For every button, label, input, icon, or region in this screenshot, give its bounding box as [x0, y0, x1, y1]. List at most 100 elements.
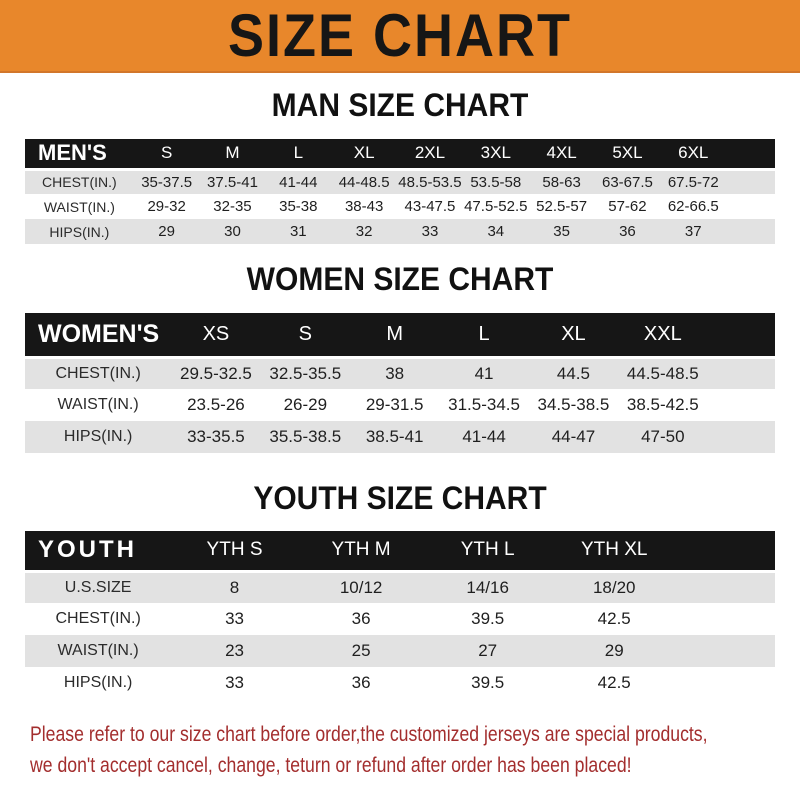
size-value-cell: 14/16: [466, 577, 509, 597]
corner-label: WOMEN'S: [38, 319, 160, 348]
size-value-cell: 23: [225, 641, 244, 660]
size-value-cell: 36: [619, 223, 636, 240]
youth-size-table: YOUTH YTH S YTH M YTH L YTH XL U.S.SIZE 8 10/12…: [25, 531, 775, 699]
size-value-cell: 23.5-26: [187, 395, 245, 414]
table-row: U.S.SIZE 8 10/12 14/16 18/20: [25, 571, 775, 603]
size-value-cell: 35-38: [279, 198, 318, 215]
section-men: MAN SIZE CHART MEN'S S M L XL 2XL 3XL 4XL 5XL 6XL…: [0, 88, 800, 244]
size-value-cell: 36: [351, 673, 371, 692]
size-value-cell: 32-35: [213, 198, 252, 215]
size-column-header: 2XL: [414, 143, 446, 163]
size-value-cell: 44.5: [556, 363, 590, 383]
size-value-cell: 26-29: [283, 395, 328, 414]
spacer-cell: [708, 389, 776, 421]
banner: SIZE CHART: [0, 0, 800, 73]
size-column-header: YTH M: [331, 539, 391, 561]
order-notice: Please refer to our size chart before or…: [30, 719, 800, 781]
size-value-cell: 37: [684, 223, 702, 240]
size-column-header: 4XL: [546, 143, 577, 163]
size-value-cell: 29.5-32.5: [180, 363, 252, 383]
size-column-header: YTH S: [206, 539, 263, 561]
size-column-header: L: [293, 143, 304, 163]
row-label: HIPS(IN.): [63, 674, 133, 691]
section-youth: YOUTH SIZE CHART YOUTH YTH S YTH M YTH L YTH…: [0, 481, 800, 699]
spacer-cell: [708, 421, 776, 453]
size-value-cell: 67.5-72: [667, 173, 719, 191]
row-label: WAIST(IN.): [57, 396, 139, 413]
size-column-header: 6XL: [678, 143, 709, 163]
size-value-cell: 33: [225, 673, 244, 692]
spacer-cell: [678, 603, 776, 635]
size-value-cell: 30: [224, 223, 241, 240]
section-heading-women: WOMEN SIZE CHART: [246, 261, 554, 298]
size-value-cell: 53.5-58: [470, 173, 522, 191]
size-value-cell: 27: [478, 641, 498, 660]
corner-label: YOUTH: [38, 536, 137, 564]
spacer-cell: [678, 635, 776, 667]
size-value-cell: 34: [487, 223, 505, 240]
size-value-cell: 34.5-38.5: [537, 395, 610, 414]
spacer-cell: [726, 169, 775, 194]
size-value-cell: 29-31.5: [365, 395, 424, 414]
page-title: SIZE CHART: [228, 1, 572, 70]
row-label: HIPS(IN.): [49, 223, 110, 240]
size-value-cell: 63-67.5: [602, 173, 653, 191]
notice-line-2: we don't accept cancel, change, teturn o…: [30, 754, 632, 777]
size-value-cell: 52.5-57: [536, 198, 588, 215]
row-label: WAIST(IN.): [43, 198, 115, 215]
size-value-cell: 44-48.5: [338, 173, 390, 191]
size-value-cell: 58-63: [542, 173, 581, 191]
size-column-header: XXL: [643, 322, 682, 345]
size-value-cell: 38.5-41: [365, 427, 424, 446]
size-value-cell: 33-35.5: [187, 427, 245, 446]
table-row: CHEST(IN.) 35-37.5 37.5-41 41-44 44-48.5 48.5…: [25, 169, 775, 194]
size-value-cell: 31.5-34.5: [448, 395, 520, 414]
size-value-cell: 39.5: [471, 609, 505, 628]
size-value-cell: 38: [385, 363, 405, 383]
spacer-cell: [726, 194, 775, 219]
size-column-header: XL: [561, 322, 586, 345]
size-value-cell: 44-47: [551, 427, 596, 446]
size-column-header: XS: [202, 322, 230, 345]
row-label: WAIST(IN.): [57, 642, 139, 659]
size-value-cell: 29: [158, 223, 175, 240]
spacer-cell: [678, 667, 776, 699]
table-row: CHEST(IN.) 29.5-32.5 32.5-35.5 38 41 44.5 44.5…: [25, 357, 775, 389]
size-value-cell: 41-44: [462, 427, 506, 446]
table-row: HIPS(IN.) 33 36 39.5 42.5: [25, 667, 775, 699]
spacer-cell: [708, 357, 776, 389]
size-value-cell: 32.5-35.5: [269, 363, 342, 383]
men-size-table: MEN'S S M L XL 2XL 3XL 4XL 5XL 6XL CHEST(IN.) 35-37…: [25, 139, 775, 244]
spacer-cell: [708, 313, 776, 357]
size-value-cell: 35-37.5: [141, 173, 193, 191]
size-value-cell: 8: [229, 577, 240, 597]
size-value-cell: 37.5-41: [207, 173, 258, 191]
table-row: HIPS(IN.) 29 30 31 32 33 34 35 36 37: [25, 219, 775, 244]
size-value-cell: 39.5: [471, 673, 505, 692]
size-value-cell: 18/20: [592, 577, 636, 597]
size-column-header: M: [386, 322, 404, 345]
table-row: CHEST(IN.) 33 36 39.5 42.5: [25, 603, 775, 635]
size-value-cell: 10/12: [339, 577, 383, 597]
size-value-cell: 35.5-38.5: [269, 427, 342, 446]
size-value-cell: 31: [289, 223, 307, 240]
size-value-cell: 29-32: [147, 198, 186, 215]
spacer-cell: [678, 571, 776, 603]
women-size-table: WOMEN'S XS S M L XL XXL CHEST(IN.) 29.5-32.5 32.5…: [25, 313, 775, 453]
notice-line-1: Please refer to our size chart before or…: [30, 723, 708, 746]
row-label: U.S.SIZE: [64, 578, 132, 596]
corner-label: MEN'S: [38, 140, 107, 166]
spacer-cell: [726, 219, 775, 244]
size-value-cell: 29: [604, 641, 624, 660]
size-value-cell: 38-43: [344, 198, 384, 215]
size-value-cell: 42.5: [597, 673, 631, 692]
size-column-header: M: [225, 143, 240, 163]
size-value-cell: 44.5-48.5: [626, 363, 699, 383]
size-column-header: L: [478, 322, 490, 345]
size-value-cell: 25: [351, 641, 371, 660]
row-label: CHEST(IN.): [42, 174, 117, 191]
size-value-cell: 57-62: [608, 198, 647, 215]
size-value-cell: 33: [421, 223, 439, 240]
size-value-cell: 35: [553, 223, 570, 240]
size-value-cell: 42.5: [597, 609, 631, 628]
